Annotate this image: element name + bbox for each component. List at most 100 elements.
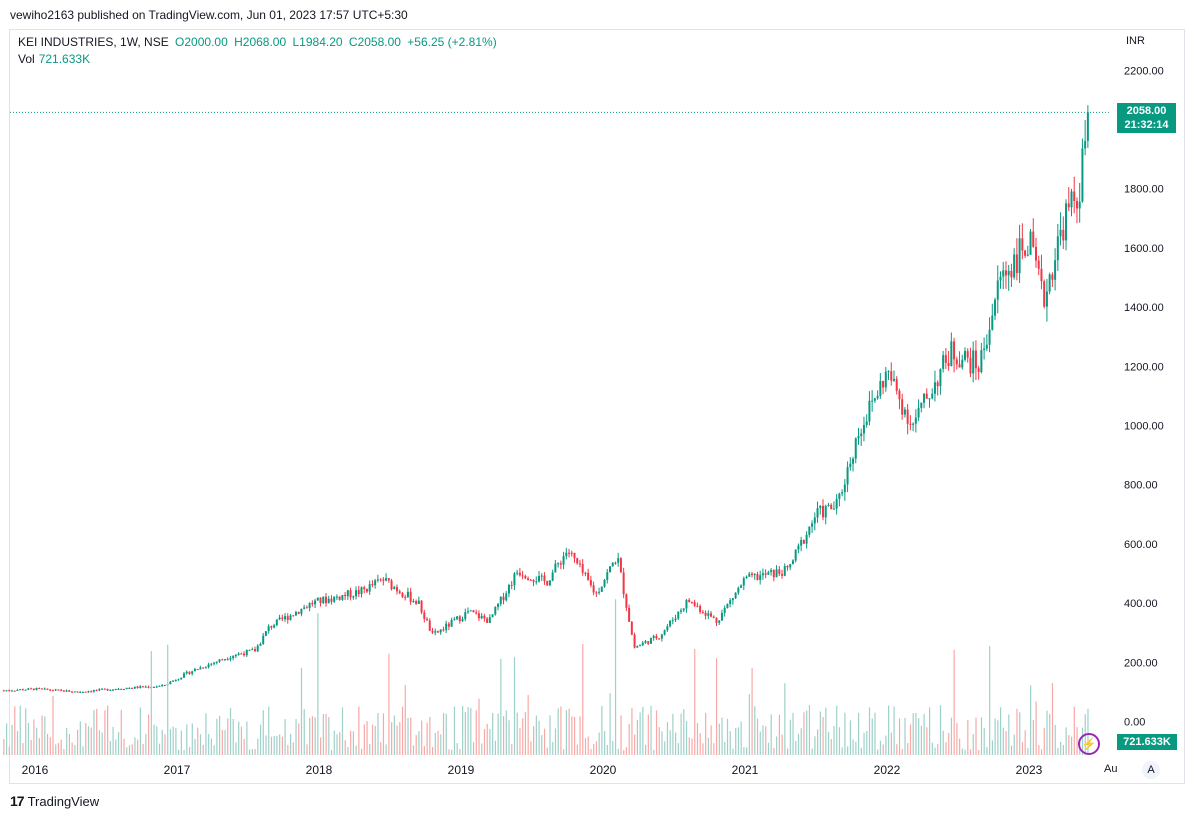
candle-body [849,463,852,468]
volume-bar [175,727,177,755]
candle-body [30,688,33,690]
candle-body [589,580,592,586]
log-scale-button[interactable]: A [1142,761,1160,779]
candle-body [147,686,150,688]
volume-bar [404,685,406,755]
volume-bar [107,705,109,755]
auto-scale-button[interactable]: Au [1104,763,1118,775]
volume-bar [126,747,128,755]
candle-body [46,688,49,690]
volume-bar [1002,727,1004,755]
candle-body [786,566,789,568]
candle-body [49,689,52,691]
candle-body [404,596,407,598]
volume-bar [1057,747,1059,755]
candle-body [529,579,532,581]
candle-body [1004,270,1007,276]
candle-body [1070,191,1073,208]
candle-body [284,616,287,620]
candle-body [669,620,672,627]
volume-bar [1016,708,1018,755]
candle-body [79,692,82,694]
candle-body [617,558,620,563]
candle-body [374,580,377,586]
candle-body [27,688,30,690]
candle-body [43,688,46,690]
volume-bar [49,737,51,755]
volume-bar [388,653,390,755]
candle-body [466,611,469,613]
volume-bar [1087,708,1089,755]
volume-label[interactable]: Vol [18,52,35,66]
volume-bar [1032,720,1034,755]
candle-body [90,691,93,693]
volume-bar [178,749,180,755]
volume-bar [442,713,445,755]
volume-bar [724,742,726,755]
candle-body [172,680,175,682]
volume-bar [156,726,158,755]
candle-body [876,395,879,399]
volume-bar [841,747,843,755]
candle-body [778,569,781,574]
volume-bar [470,707,472,755]
candle-body [365,589,368,592]
candle-body [253,649,256,652]
volume-bar [325,713,327,755]
volume-bar [866,730,868,755]
candle-body [497,604,500,607]
candle-body [273,625,276,628]
volume-bar [849,720,851,755]
volume-bar [926,727,928,755]
candle-body [357,590,360,595]
lightning-icon[interactable]: ⚡ [1078,733,1100,755]
candle-body [720,612,723,621]
volume-bar [819,711,821,755]
candle-body [1067,203,1070,208]
candle-body [382,579,385,581]
volume-bar [270,736,273,755]
volume-bar [281,736,283,755]
candle-body [19,689,22,691]
candle-body [666,626,669,631]
volume-bar [330,749,333,755]
volume-bar [333,730,335,755]
volume-bar [5,723,8,755]
volume-bar [860,747,862,755]
volume-bar [46,733,49,755]
volume-bar [639,712,641,755]
volume-bar [431,746,434,755]
candle-body [955,359,958,365]
volume-bar [877,749,879,755]
volume-bar [8,746,10,755]
volume-bar [87,726,90,755]
candle-body [275,619,278,626]
candle-body [314,600,317,605]
volume-bar [817,729,819,755]
volume-bar [543,728,546,755]
candle-body [363,587,366,590]
candle-body [54,689,57,691]
candle-body [783,566,786,576]
candle-body [690,602,693,604]
candle-body [1056,236,1059,261]
volume-bar [784,683,786,755]
candle-body [816,508,819,518]
candle-body [292,615,295,617]
candle-body [1065,203,1068,241]
candle-body [969,357,972,374]
volume-bar [535,715,537,755]
candle-body [240,653,243,655]
volume-bar [912,713,914,755]
volume-bar [374,725,376,755]
volume-bar [997,720,999,755]
candle-body [819,505,822,509]
volume-bar [707,737,709,755]
candle-body [628,607,631,622]
volume-bar [407,718,409,755]
candle-body [857,436,860,439]
volume-bar [713,743,715,755]
candle-body [232,656,235,659]
symbol-label[interactable]: KEI INDUSTRIES, 1W, NSE [18,35,169,49]
